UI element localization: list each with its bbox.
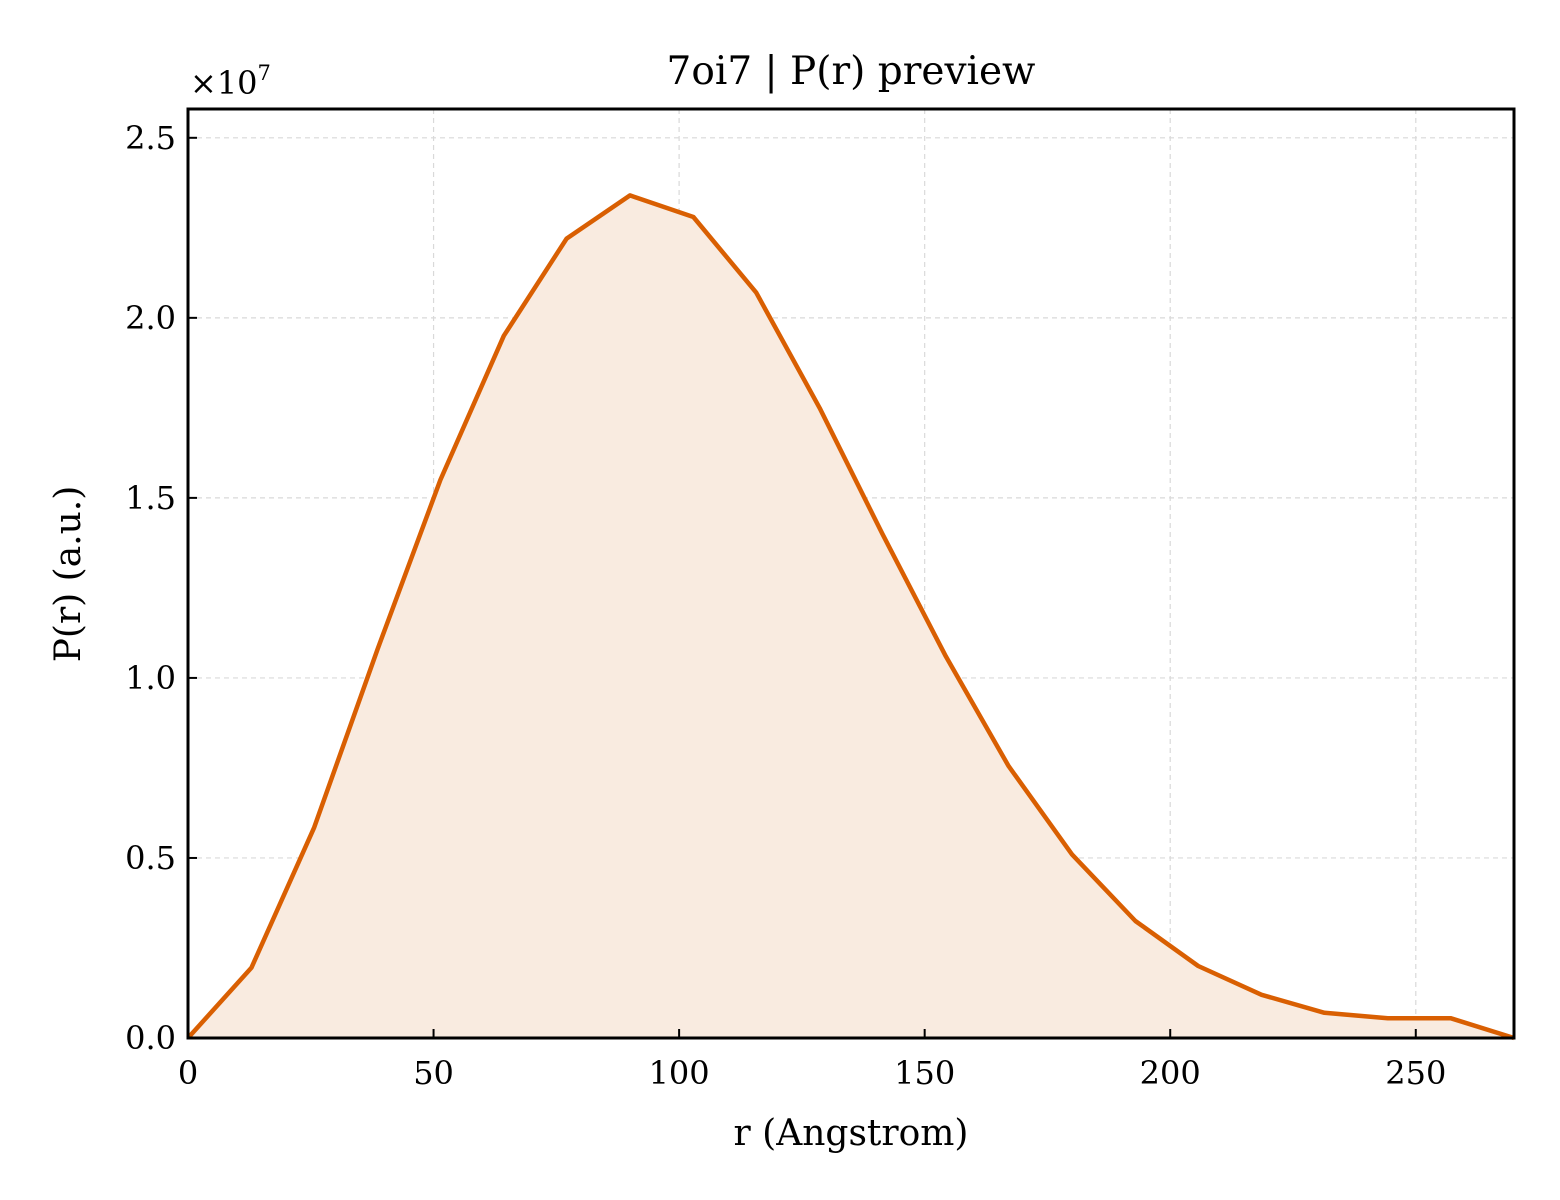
pr-line [186, 193, 1515, 1041]
x-tick-label: 100 [649, 1054, 710, 1092]
ticks: 0 50 100 150 200 250 0.0 0.5 1.0 1.5 2.0 2.5 [125, 119, 1446, 1092]
y-tick-label: 0.5 [125, 839, 176, 877]
y-offset-text: ×107 [190, 61, 271, 102]
y-axis-label: P(r) (a.u.) [48, 486, 89, 663]
pr-area-fill [188, 195, 1514, 1038]
x-tick-label: 150 [894, 1054, 955, 1092]
plot-frame [186, 107, 1516, 1040]
y-tick-label: 0.0 [125, 1019, 176, 1057]
x-tick-label: 0 [178, 1054, 198, 1092]
chart-title: 7oi7 | P(r) preview [667, 49, 1036, 94]
y-tick-label: 2.5 [125, 119, 176, 157]
y-tick-label: 2.0 [125, 299, 176, 337]
y-tick-label: 1.0 [125, 659, 176, 697]
x-tick-label: 50 [413, 1054, 454, 1092]
x-tick-label: 250 [1385, 1054, 1446, 1092]
x-tick-label: 200 [1140, 1054, 1201, 1092]
x-axis-label: r (Angstrom) [734, 1113, 969, 1154]
y-tick-label: 1.5 [125, 479, 176, 517]
